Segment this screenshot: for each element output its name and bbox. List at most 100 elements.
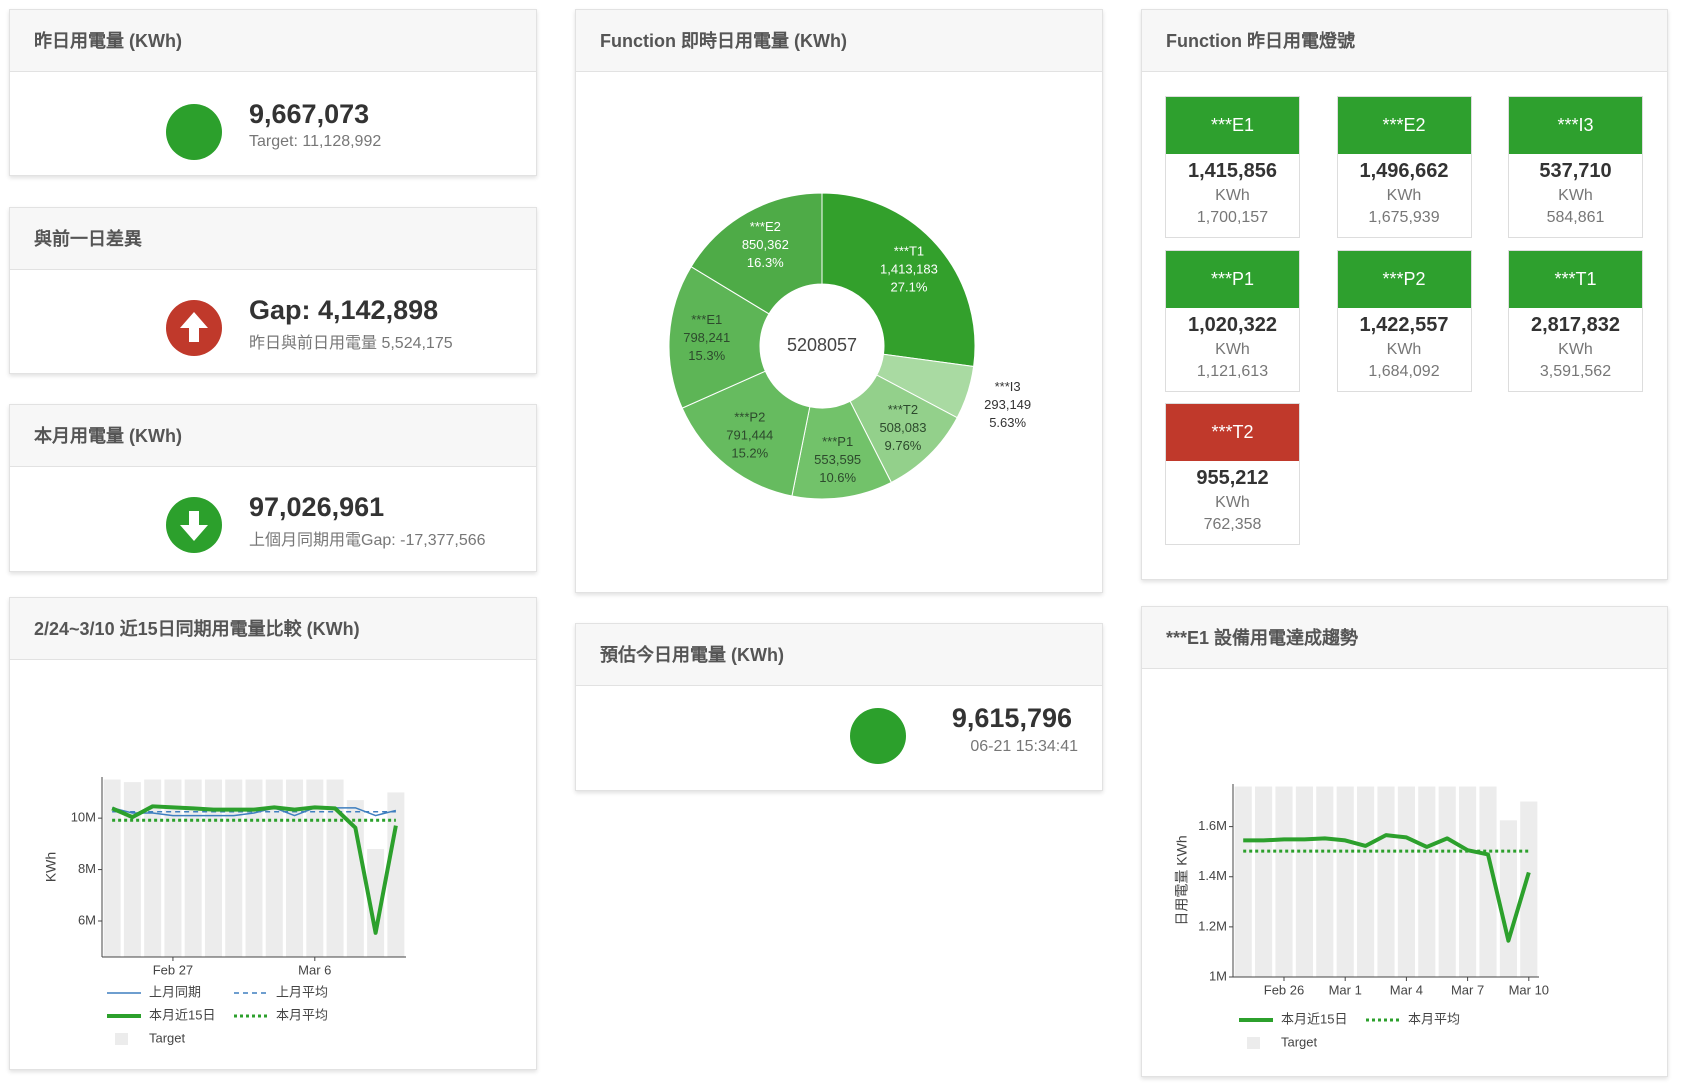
slice-value: 791,444	[726, 428, 773, 443]
target-bar	[1377, 786, 1395, 977]
slice-name: ***E2	[750, 219, 781, 234]
lamp-tile: ***E1 1,415,856 KWh 1,700,157	[1165, 96, 1300, 238]
slice-percent: 15.3%	[688, 348, 725, 363]
donut-hole	[760, 284, 884, 408]
x-tick-label: Feb 27	[153, 962, 193, 977]
slice-name: ***T1	[894, 243, 924, 258]
slice-value: 1,413,183	[880, 261, 938, 276]
card-title: Function 昨日用電燈號	[1142, 10, 1667, 72]
card-title: 預估今日用電量 (KWh)	[576, 624, 1102, 686]
value: 97,026,961	[249, 492, 385, 522]
lamp-tile: ***I3 537,710 KWh 584,861	[1508, 96, 1643, 238]
status-dot	[166, 104, 222, 160]
target-bar	[1397, 786, 1415, 977]
target-bar	[184, 779, 202, 957]
lamp-value: 1,496,662	[1359, 160, 1449, 182]
target-bar	[1459, 786, 1477, 977]
x-tick-label: Mar 4	[1390, 982, 1423, 997]
slice-value: 293,149	[984, 397, 1031, 412]
lamp-unit: KWh	[1386, 187, 1422, 204]
series-line	[111, 807, 397, 817]
card-title: 2/24~3/10 近15日同期用電量比較 (KWh)	[10, 598, 536, 660]
slice-value: 850,362	[742, 237, 789, 252]
lamp-target: 3,591,562	[1539, 362, 1612, 380]
lamp-target: 584,861	[1546, 209, 1605, 226]
lamp-target: 1,700,157	[1196, 209, 1269, 226]
lamp-tile: ***T2 955,212 KWh 762,358	[1165, 403, 1300, 545]
target-bar	[265, 779, 283, 957]
target-bar	[1255, 786, 1273, 977]
y-tick-label: 6M	[78, 912, 96, 927]
target-bar	[245, 779, 263, 957]
lamp-tile: ***E2 1,496,662 KWh 1,675,939	[1336, 96, 1472, 238]
target-bar	[164, 779, 182, 957]
target-bar	[326, 779, 344, 957]
x-tick-label: Feb 26	[1264, 982, 1304, 997]
target-bar	[387, 792, 405, 957]
y-tick-label: 10M	[71, 810, 96, 825]
legend-label: Target	[149, 1030, 186, 1045]
lamp-value: 955,212	[1196, 467, 1269, 489]
gap-card: 與前一日差異 Gap: 4,142,898 昨日與前日用電量 5,524,175	[9, 207, 537, 374]
lamp-tile: ***T1 2,817,832 KWh 3,591,562	[1508, 249, 1643, 392]
yesterday-card: 昨日用電量 (KWh) 9,667,073 Target: 11,128,992	[9, 9, 537, 176]
y-axis-title: KWh	[43, 852, 59, 882]
target-bar	[1479, 786, 1497, 977]
card-title: ***E1 設備用電達成趨勢	[1142, 607, 1667, 669]
target-bar	[367, 849, 385, 957]
card-title: 本月用電量 (KWh)	[10, 405, 536, 467]
lamp-unit: KWh	[1215, 340, 1250, 358]
slice-percent: 16.3%	[747, 255, 784, 270]
lamp-unit: KWh	[1215, 187, 1250, 204]
slice-name: ***P1	[822, 434, 853, 449]
target-bar	[204, 779, 222, 957]
lamp-target: 1,684,092	[1368, 362, 1440, 380]
slice-percent: 5.63%	[989, 415, 1026, 430]
target-bar	[1520, 801, 1538, 977]
x-tick-label: Mar 6	[298, 962, 331, 977]
lamps-card: Function 昨日用電燈號 ***E1 1,415,856 KWh 1,700,1…	[1141, 9, 1668, 580]
lamp-name: ***P2	[1337, 250, 1471, 308]
lamp-name: ***I3	[1509, 97, 1642, 154]
lamp-value: 1,020,322	[1188, 313, 1277, 336]
lamp-unit: KWh	[1386, 340, 1422, 358]
lamp-name: ***E1	[1166, 97, 1299, 154]
slice-percent: 9.76%	[885, 438, 922, 453]
target-bar	[1499, 820, 1517, 977]
lamp-unit: KWh	[1215, 494, 1250, 511]
lamp-unit: KWh	[1558, 340, 1593, 358]
legend-swatch	[115, 1033, 128, 1045]
y-axis-title: 日用電量 KWh	[1174, 835, 1190, 925]
legend-swatch	[1247, 1037, 1260, 1049]
month-card: 本月用電量 (KWh) 97,026,961 上個月同期用電Gap: -17,3…	[9, 404, 537, 572]
target-bar	[1275, 786, 1293, 977]
estimate-card: 預估今日用電量 (KWh) 9,615,796 06-21 15:34:41	[575, 623, 1103, 791]
sub-text: Target: 11,128,992	[249, 133, 382, 150]
target-bar	[144, 779, 162, 957]
target-bar	[286, 779, 304, 957]
legend-label: 上月同期	[149, 984, 201, 999]
slice-name: ***E1	[691, 312, 722, 327]
target-bar	[225, 779, 243, 957]
legend-label: 本月平均	[276, 1007, 328, 1022]
target-bar	[103, 779, 121, 957]
target-bar	[1295, 786, 1313, 977]
lamp-name: ***E2	[1337, 97, 1471, 154]
slice-value: 508,083	[879, 420, 926, 435]
y-tick-label: 1M	[1209, 968, 1227, 983]
y-tick-label: 8M	[78, 861, 96, 876]
lamp-target: 1,121,613	[1196, 362, 1269, 380]
donut-total: 5208057	[787, 335, 857, 355]
value: Gap: 4,142,898	[249, 295, 439, 325]
target-bar	[1234, 786, 1252, 977]
x-tick-label: Mar 1	[1329, 982, 1362, 997]
lamp-target: 1,675,939	[1368, 209, 1440, 226]
target-bar	[123, 782, 141, 957]
lamp-name: ***T1	[1509, 250, 1642, 308]
legend-label: 本月平均	[1408, 1011, 1460, 1026]
slice-name: ***P2	[734, 410, 765, 425]
slice-percent: 10.6%	[819, 470, 856, 485]
card-title: 昨日用電量 (KWh)	[10, 10, 536, 72]
lamp-tile: ***P2 1,422,557 KWh 1,684,092	[1336, 249, 1472, 392]
legend-label: 本月近15日	[1281, 1011, 1347, 1026]
